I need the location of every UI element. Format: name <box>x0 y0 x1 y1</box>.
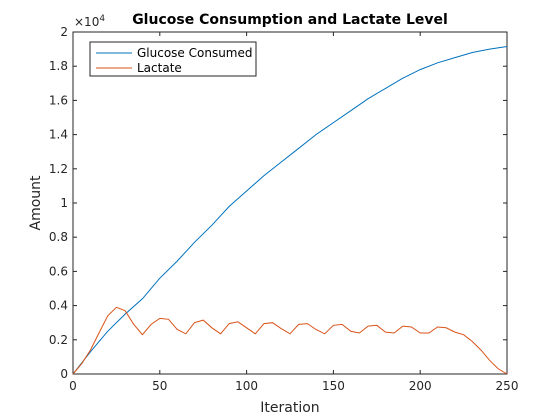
legend-label-lactate: Lactate <box>137 61 182 75</box>
x-tick-label: 50 <box>152 379 167 393</box>
axes-box <box>72 31 508 375</box>
x-tick-label: 100 <box>235 379 258 393</box>
chart-title: Glucose Consumption and Lactate Level <box>132 12 448 28</box>
y-tick-label: 2 <box>60 25 68 39</box>
y-tick-label: 0.6 <box>49 264 68 278</box>
y-exponent-value: 4 <box>99 14 105 24</box>
legend-label-glucose-consumed: Glucose Consumed <box>137 46 253 60</box>
y-tick-label: 1.6 <box>49 93 68 107</box>
y-tick-label: 1.4 <box>49 128 68 142</box>
legend-box <box>89 41 257 77</box>
y-exponent-label: ×104 <box>74 14 105 29</box>
x-tick-label: 150 <box>322 379 345 393</box>
plot-area: 0 50 100 150 200 250 0 0.2 0.4 0.6 0.8 1 1.2 1.4 1.6 1.… <box>49 25 519 393</box>
x-tick-label: 250 <box>496 379 519 393</box>
series-line-lactate <box>72 306 508 375</box>
y-tick-label: 1.2 <box>49 162 68 176</box>
y-exponent-base: ×10 <box>74 15 99 29</box>
y-tick-label: 1.8 <box>49 59 68 73</box>
x-tick-label: 0 <box>69 379 77 393</box>
series-line-glucose-consumed <box>72 46 508 375</box>
y-tick-label: 0 <box>60 367 68 381</box>
y-tick-label: 1 <box>60 196 68 210</box>
y-axis-label: Amount <box>28 175 44 231</box>
y-tick-label: 0.4 <box>49 299 68 313</box>
x-tick-label: 200 <box>409 379 432 393</box>
x-axis-label: Iteration <box>260 400 319 416</box>
y-tick-label: 0.2 <box>49 333 68 347</box>
y-tick-label: 0.8 <box>49 230 68 244</box>
